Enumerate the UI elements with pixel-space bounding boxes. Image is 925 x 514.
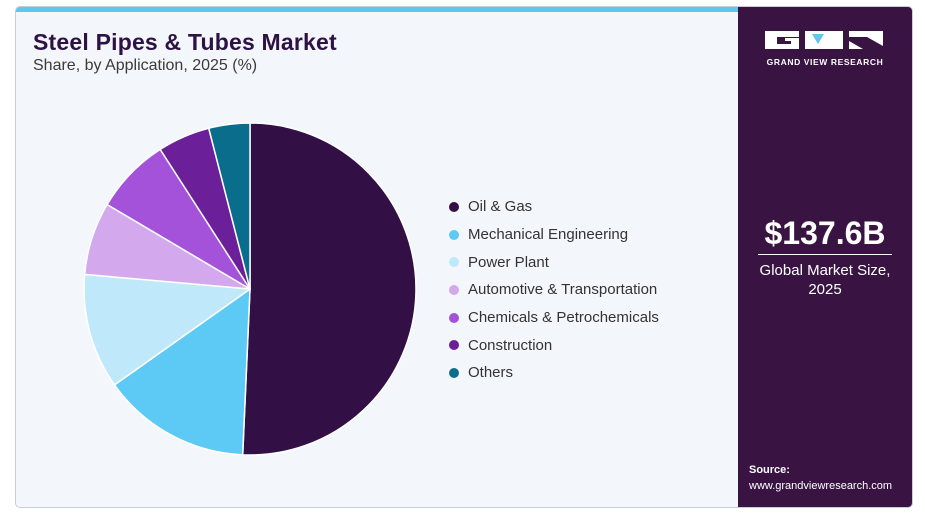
market-size-label: Global Market Size, 2025 — [738, 261, 912, 299]
market-size-label-line1: Global Market Size, — [759, 262, 891, 279]
legend-swatch — [449, 340, 459, 351]
chart-title: Steel Pipes & Tubes Market — [33, 29, 337, 55]
market-size-value: $137.6B — [764, 215, 886, 251]
logo-text: GRAND VIEW RESEARCH — [766, 57, 884, 67]
pie-slice-mechanical-engineering — [113, 288, 251, 456]
source-link[interactable]: www.grandviewresearch.com — [749, 480, 893, 492]
legend-item-mechanical-engineering: Mechanical Engineering — [449, 221, 659, 249]
legend-item-construction: Construction — [449, 331, 659, 359]
accent-bar — [16, 7, 738, 12]
gvr-logo-icon — [765, 31, 883, 49]
legend-label: Construction — [468, 336, 553, 354]
legend-item-others: Others — [449, 359, 659, 387]
grand-view-research-logo: GRAND VIEW RESEARCH — [738, 29, 912, 67]
legend-swatch — [449, 367, 459, 378]
chart-legend: Oil & Gas Mechanical Engineering Power Pla… — [449, 193, 659, 387]
legend-label: Mechanical Engineering — [468, 226, 629, 244]
legend-item-power-plant: Power Plant — [449, 248, 659, 276]
source-label: Source: — [749, 464, 790, 476]
legend-item-oil-gas: Oil & Gas — [449, 193, 659, 221]
legend-swatch — [449, 257, 459, 268]
legend-swatch — [449, 312, 459, 323]
pie-slice-oil-gas — [241, 122, 417, 456]
legend-label: Oil & Gas — [468, 198, 533, 216]
legend-swatch — [449, 284, 459, 295]
legend-swatch — [449, 229, 459, 240]
pie-slice-others — [207, 122, 251, 290]
legend-item-chemicals-petrochemicals: Chemicals & Petrochemicals — [449, 304, 659, 332]
legend-label: Others — [468, 364, 514, 382]
market-size-label-line2: 2025 — [808, 281, 842, 298]
chart-subtitle: Share, by Application, 2025 (%) — [33, 57, 258, 74]
pie-chart — [83, 122, 417, 456]
legend-label: Chemicals & Petrochemicals — [468, 309, 659, 327]
legend-label: Power Plant — [468, 253, 549, 271]
sidebar-panel: GRAND VIEW RESEARCH $137.6B Global Marke… — [738, 7, 912, 507]
pie-slice-power-plant — [83, 273, 251, 386]
divider — [758, 254, 892, 255]
legend-swatch — [449, 201, 459, 212]
legend-item-automotive-transportation: Automotive & Transportation — [449, 276, 659, 304]
chart-card: Steel Pipes & Tubes Market Share, by App… — [15, 6, 913, 508]
legend-label: Automotive & Transportation — [468, 281, 658, 299]
